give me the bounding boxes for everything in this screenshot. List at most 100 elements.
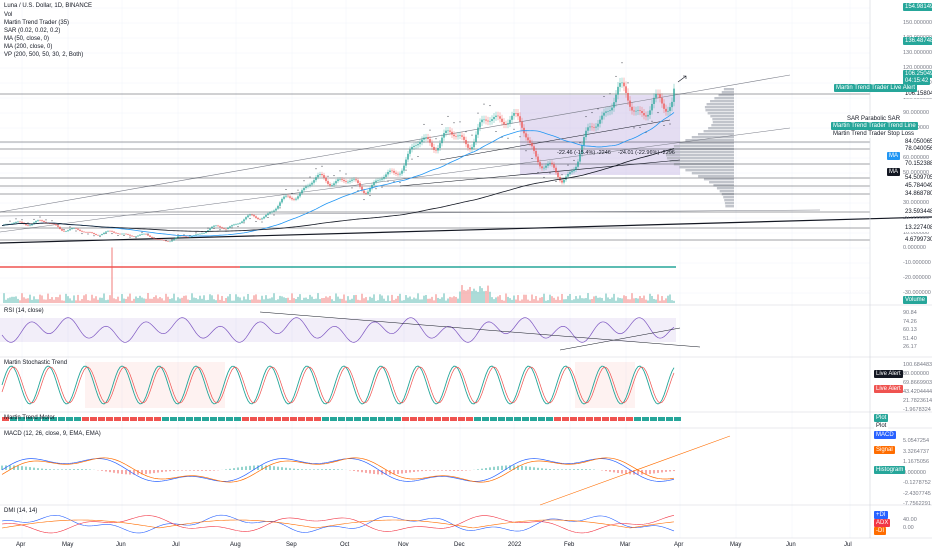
volume-bar [429,298,431,303]
candle-body [473,141,475,148]
candle-body [633,110,635,112]
volume-bar [403,300,405,303]
motor-cell [562,417,569,421]
volume-bar [135,296,137,303]
candle-body [321,174,323,176]
volume-bar [321,298,323,303]
macd-hist-bar [25,466,27,470]
x-axis-label: Feb [564,542,575,548]
sar-dot [531,157,533,159]
sar-dot [99,236,101,238]
candle-body [81,230,83,232]
volume-bar [47,293,49,303]
volume-bar [281,296,283,303]
candle-body [553,164,555,168]
volume-bar [67,296,69,303]
stoch-k-line [1,365,675,405]
candle-body [299,193,301,197]
motor-cell [474,417,481,421]
candle-body [205,231,207,233]
macd-hist-bar [285,467,287,470]
vp-bar [703,178,734,181]
motor-cell [290,417,297,421]
volume-bar [19,300,21,303]
motor-cell [338,417,345,421]
rsi-title[interactable]: RSI (14, close) [4,308,44,314]
macd-hist-bar [245,466,247,470]
candle-body [137,235,139,237]
candle-body [45,222,47,223]
indicator-ma50[interactable]: MA (50, close, 0) [4,36,50,42]
price-axis-label: -30.000000 [903,289,931,296]
volume-bar [587,293,589,303]
candle-body [385,174,387,177]
volume-bar [243,296,245,303]
macd-hist-bar [149,470,151,474]
volume-bar [367,300,369,303]
macd-hist-bar [185,470,187,471]
candle-body [401,170,403,174]
symbol-title[interactable]: Luna / U.S. Dollar, 1D, BINANCE [4,3,93,9]
macd-hist-bar [289,468,291,470]
sar-dot [471,134,473,136]
indicator-vp[interactable]: VP (200, 500, 50, 30, 2, Both) [4,52,84,58]
volume-bar [443,293,445,303]
macd-hist-bar [653,470,655,474]
motor-title[interactable]: Martin Trend Motor [4,415,55,421]
volume-bar [365,297,367,303]
indicator-ma200[interactable]: MA (200, close, 0) [4,44,53,50]
x-axis-label: May [730,542,742,548]
motor-cell [666,417,673,421]
sar-dot [363,199,365,201]
volume-bar [113,298,115,303]
macd-hist-bar [497,466,499,470]
volume-bar [147,293,149,303]
volume-bar [531,294,533,303]
adx-line [1,519,675,529]
sar-dot [135,237,137,239]
volume-bar [97,299,99,303]
sar-dot [495,131,497,133]
volume-bar [257,299,259,303]
volume-bar [253,295,255,303]
indicator-martin-trend-trader[interactable]: Martin Trend Trader (35) [4,20,70,26]
macd-hist-bar [553,469,555,470]
volume-bar [21,293,23,303]
volume-bar [125,298,127,303]
candle-body [181,235,183,237]
sar-dot [567,164,569,166]
volume-bar [579,295,581,303]
candle-body [351,179,353,181]
volume-bar [495,297,497,303]
candle-body [503,121,505,125]
indicator-vol[interactable]: Vol [4,12,13,18]
candle-body [555,167,557,173]
dmi-title[interactable]: DMI (14, 14) [4,508,38,514]
candle-body [383,176,385,179]
candle-body [25,224,27,226]
candle-body [491,119,493,121]
sar-dot [273,214,275,216]
candle-body [659,94,661,98]
macd-hist-bar [425,470,427,471]
candle-body [185,236,187,237]
candle-body [651,103,653,111]
macd-hist-bar [557,469,559,470]
macd-hist-bar [1,465,3,470]
sar-dot [237,226,239,228]
candle-body [365,193,367,194]
macd-hist-bar [445,470,447,471]
candle-body [123,233,125,235]
vp-bar [713,184,734,187]
stoch-title[interactable]: Martin Stochastic Trend [4,360,68,366]
candle-body [319,174,321,175]
indicator-sar[interactable]: SAR (0.02, 0.02, 0.2) [4,28,61,34]
sar-dot [291,192,293,194]
candle-body [559,177,561,181]
candle-body [617,86,619,95]
macd-title[interactable]: MACD (12, 26, close, 9, EMA, EMA) [4,431,101,437]
volume-bar [441,297,443,303]
motor-cell [354,417,361,421]
volume-bar [605,293,607,303]
